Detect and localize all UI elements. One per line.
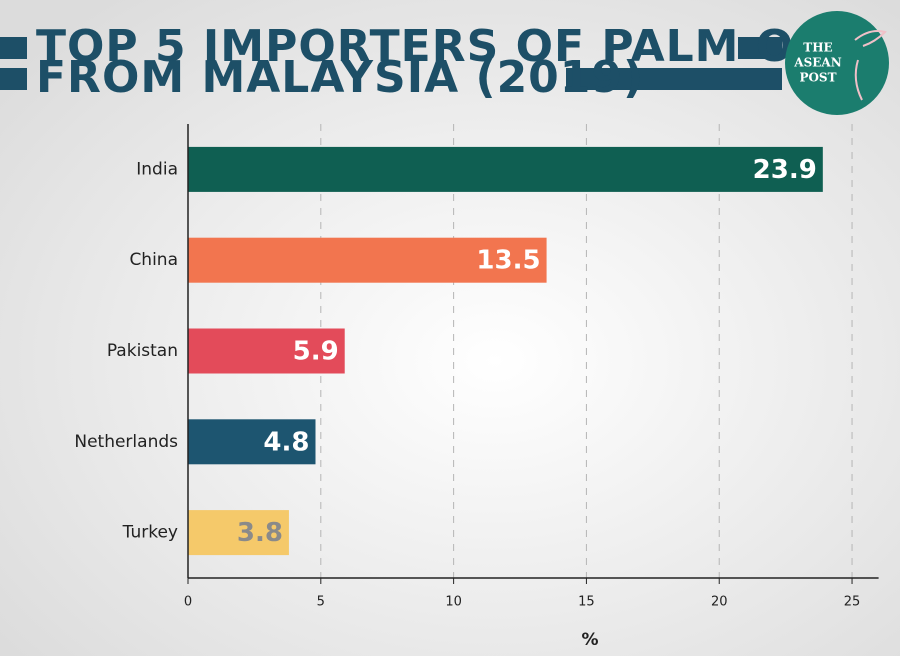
logo-text: POST — [799, 71, 836, 85]
logo-bird — [854, 30, 887, 101]
title-decoration — [566, 68, 782, 90]
value-label: 5.9 — [293, 337, 339, 367]
logo-circle — [785, 11, 889, 115]
chart-title: TOP 5 IMPORTERS OF PALM OIL — [36, 21, 841, 72]
bar — [188, 237, 547, 283]
y-tick-label: Netherlands — [74, 432, 178, 452]
bar — [188, 510, 289, 556]
bar — [188, 146, 823, 192]
value-label: 3.8 — [237, 518, 283, 548]
title-decoration — [0, 68, 27, 90]
title-decoration — [0, 37, 27, 59]
y-tick-label: Pakistan — [107, 341, 178, 361]
bar — [188, 419, 316, 465]
y-tick-label: China — [129, 250, 178, 270]
x-tick-label: 20 — [711, 595, 728, 610]
x-tick-label: 15 — [578, 595, 595, 610]
x-axis-label: % — [581, 630, 598, 650]
logo-text: ASEAN — [793, 56, 841, 70]
logo-text: THE — [803, 41, 832, 55]
x-tick-label: 25 — [844, 595, 861, 610]
y-tick-label: Turkey — [122, 523, 178, 543]
chart-title: FROM MALAYSIA (2019) — [36, 52, 644, 103]
y-tick-label: India — [136, 159, 178, 179]
value-label: 4.8 — [263, 427, 309, 457]
x-tick-label: 0 — [184, 595, 192, 610]
value-label: 23.9 — [753, 155, 817, 185]
title-decoration — [738, 37, 782, 59]
x-tick-label: 5 — [317, 595, 325, 610]
bar — [188, 328, 345, 374]
x-tick-label: 10 — [445, 595, 462, 610]
value-label: 13.5 — [476, 246, 540, 276]
plot: 0 5 10 15 20 25 23.9 India 13.5 China 5.9 Pakistan 4… — [74, 124, 879, 610]
